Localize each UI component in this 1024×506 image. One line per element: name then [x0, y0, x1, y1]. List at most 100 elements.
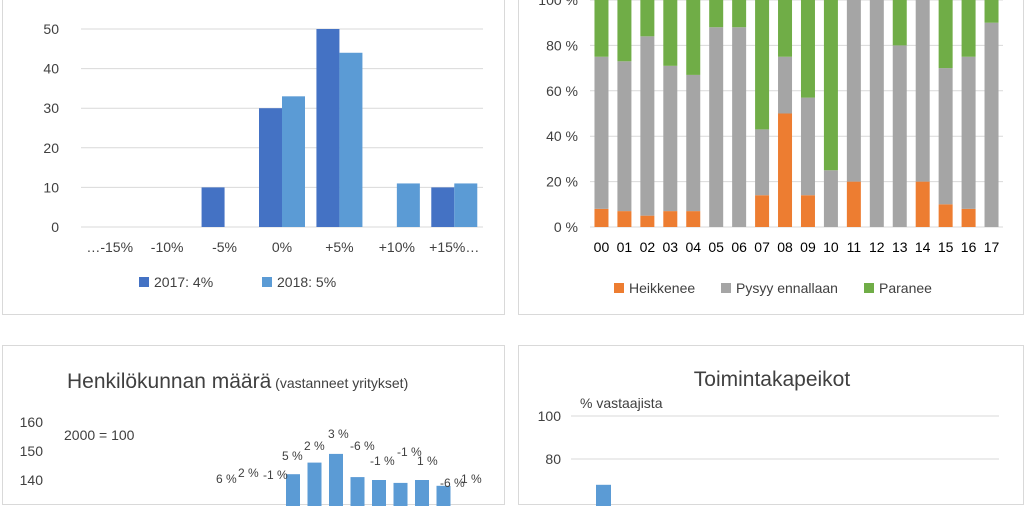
data-label: -1 %	[370, 454, 395, 468]
x-tick-label: 11	[847, 239, 862, 255]
stacked-bar-segment	[755, 195, 770, 227]
bar	[316, 29, 340, 227]
data-label: 1 %	[461, 472, 482, 486]
x-tick-label: 00	[594, 239, 610, 255]
bar	[339, 52, 363, 228]
x-tick-label: 0%	[272, 239, 292, 255]
stacked-bar-segment	[640, 36, 655, 216]
stacked-bar-segment	[823, 170, 838, 227]
y-tick-label: 20	[43, 140, 59, 156]
bar	[431, 187, 455, 227]
stacked-bar-segment	[755, 129, 770, 196]
bar	[415, 480, 429, 506]
x-tick-label: 08	[777, 239, 793, 255]
stacked-bar-segment	[823, 0, 838, 171]
y-tick-label: 30	[43, 100, 59, 116]
y-axis-label: % vastaajista	[580, 395, 663, 411]
y-tick-label: 50	[43, 21, 59, 37]
stacked-bar-segment	[686, 74, 701, 212]
chart-panel-distribution: 0 10 20 30 40 50 …-15% -10% -5% 0% +5% +10% +15%… 201…	[2, 0, 505, 315]
stacked-bar-segment	[778, 56, 793, 114]
outlook-stacked-chart: 0 % 20 % 40 % 60 % 80 % 100 % 00 01 02 03 04 05 06 07…	[538, 0, 1003, 296]
x-tick-label: 10	[823, 239, 839, 255]
y-tick-label: 10	[43, 179, 59, 195]
legend-swatch	[262, 277, 272, 287]
personnel-chart: Henkilökunnan määrä (vastanneet yritykse…	[20, 370, 482, 506]
annotation: 2000 = 100	[64, 427, 135, 443]
stacked-bar-segment	[778, 0, 793, 57]
stacked-bar-segment	[984, 22, 999, 228]
bar	[286, 474, 300, 506]
chart-panel-outlook: 0 % 20 % 40 % 60 % 80 % 100 % 00 01 02 03 04 05 06 07…	[518, 0, 1024, 315]
legend-label: 2018: 5%	[277, 274, 336, 290]
legend-swatch	[614, 283, 624, 293]
x-tick-label: 02	[640, 239, 656, 255]
y-tick-label: 80	[545, 451, 561, 467]
x-tick-label: +10%	[379, 239, 415, 255]
y-tick-label: 40 %	[546, 128, 578, 144]
bar	[201, 187, 225, 227]
stacked-bar-segment	[800, 97, 815, 196]
x-tick-label: 15	[938, 239, 954, 255]
bar	[259, 108, 282, 227]
data-label: 2 %	[304, 439, 325, 453]
y-tick-label: 20 %	[546, 174, 578, 190]
bar	[350, 477, 365, 506]
stacked-bar-segment	[732, 27, 747, 227]
x-tick-label: 14	[915, 239, 931, 255]
bar	[329, 453, 343, 506]
stacked-bar-segment	[732, 0, 747, 28]
x-tick-label: 03	[663, 239, 679, 255]
stacked-bar-segment	[892, 45, 907, 228]
data-label: 3 %	[328, 427, 349, 441]
chart-panel-bottlenecks: Toimintakapeikot % vastaajista 80 100	[518, 345, 1024, 506]
x-tick-label: 07	[754, 239, 770, 255]
bar	[454, 183, 478, 227]
legend-swatch	[721, 283, 731, 293]
chart-title: Henkilökunnan määrä (vastanneet yritykse…	[67, 370, 408, 393]
data-label: 6 %	[216, 472, 237, 486]
stacked-bar-segment	[800, 195, 815, 227]
data-label: 5 %	[282, 449, 303, 463]
stacked-bar-segment	[709, 27, 724, 227]
x-tick-label: -5%	[212, 239, 237, 255]
stacked-bar-segment	[938, 68, 953, 205]
stacked-bar-segment	[915, 181, 930, 227]
x-tick-label: 12	[869, 239, 885, 255]
stacked-bar-segment	[686, 211, 701, 227]
legend-label: 2017: 4%	[154, 274, 213, 290]
data-label: 1 %	[417, 454, 438, 468]
y-tick-label: 40	[43, 61, 59, 77]
stacked-bar-segment	[663, 211, 678, 227]
distribution-chart: 0 10 20 30 40 50 …-15% -10% -5% 0% +5% +10% +15%… 201…	[43, 21, 483, 290]
bar	[393, 482, 408, 506]
bar	[307, 462, 322, 506]
y-tick-label: 160	[20, 414, 44, 430]
bar	[282, 96, 305, 227]
stacked-bar-segment	[892, 0, 907, 46]
x-tick-label: 06	[731, 239, 747, 255]
x-tick-label: 09	[800, 239, 816, 255]
legend-swatch	[139, 277, 149, 287]
chart-title: Toimintakapeikot	[694, 368, 851, 391]
stacked-bar-segment	[938, 0, 953, 69]
y-tick-label: 0 %	[554, 219, 578, 235]
y-tick-label: 100	[538, 408, 562, 424]
stacked-bar-segment	[709, 0, 724, 28]
stacked-bar-segment	[961, 0, 976, 57]
x-tick-label: +5%	[325, 239, 353, 255]
data-label: -6 %	[350, 439, 375, 453]
x-tick-label: 13	[892, 239, 908, 255]
legend-label: Pysyy ennallaan	[736, 280, 838, 296]
bar	[372, 480, 386, 506]
stacked-bar-segment	[961, 56, 976, 209]
stacked-bar-segment	[915, 0, 930, 182]
stacked-bar-segment	[617, 211, 632, 227]
bottlenecks-chart: Toimintakapeikot % vastaajista 80 100	[538, 368, 999, 506]
data-label: -1 %	[263, 468, 288, 482]
stacked-bar-segment	[938, 204, 953, 227]
bar	[596, 484, 611, 506]
x-tick-label: …-15%	[86, 239, 133, 255]
stacked-bar-segment	[800, 0, 815, 98]
chart-subtitle: (vastanneet yritykset)	[271, 375, 408, 391]
